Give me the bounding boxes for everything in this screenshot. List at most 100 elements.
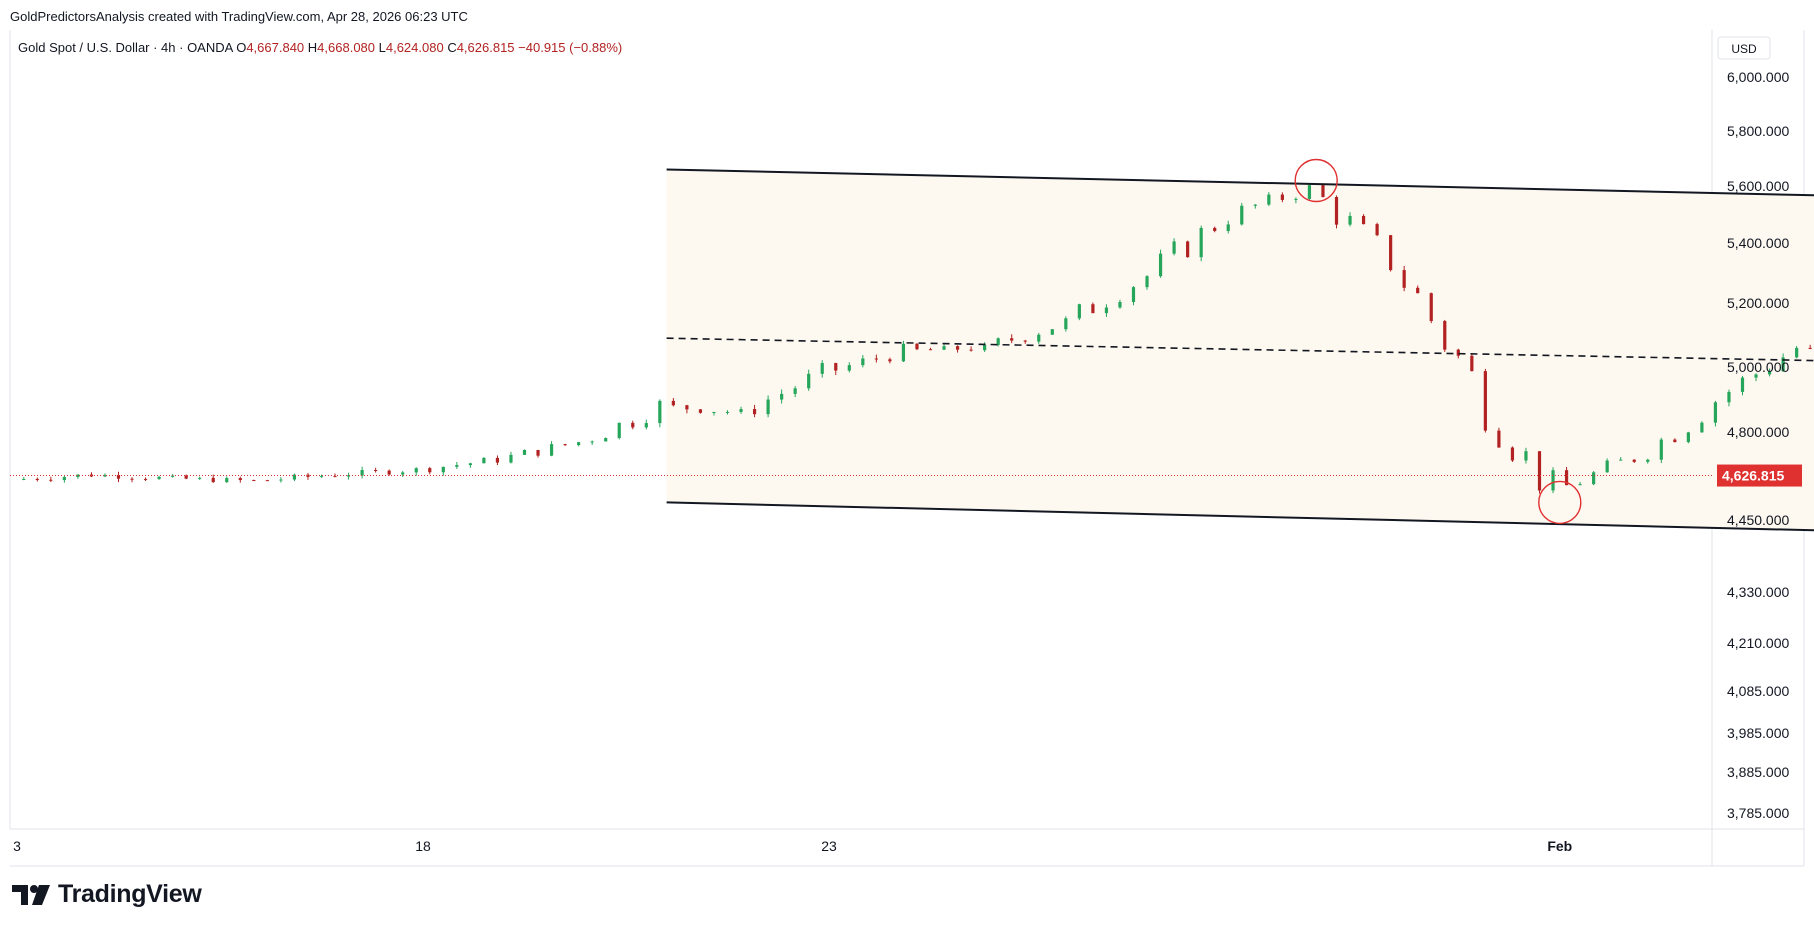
- candle-body: [752, 409, 757, 415]
- currency-label: USD: [1731, 42, 1757, 56]
- candle-body: [184, 475, 188, 479]
- candle-body: [1456, 349, 1460, 356]
- candle-body: [455, 465, 459, 467]
- candle-body: [1010, 338, 1014, 341]
- candle-body: [888, 359, 892, 362]
- candle-body: [319, 476, 324, 478]
- candle-body: [536, 449, 540, 456]
- candle-body: [279, 479, 283, 481]
- candle-body: [1619, 459, 1623, 461]
- candle-body: [928, 349, 933, 351]
- candle-body: [1686, 432, 1690, 443]
- candle-body: [360, 470, 364, 476]
- tradingview-logo-icon: [12, 884, 52, 906]
- candle-body: [387, 470, 391, 475]
- candle-body: [1118, 302, 1122, 308]
- y-tick-label: 5,800.000: [1727, 123, 1789, 139]
- candle-body: [1050, 329, 1054, 335]
- candle-body: [1321, 185, 1325, 198]
- candle-body: [1510, 447, 1515, 461]
- candle-body: [143, 478, 148, 480]
- swing-point-circle: [1294, 158, 1338, 203]
- candle-body: [1037, 334, 1041, 342]
- candle-body: [1470, 355, 1474, 372]
- candle-body: [698, 409, 703, 413]
- candle-body: [265, 480, 269, 482]
- candle-body: [428, 468, 432, 473]
- candle-body: [549, 444, 554, 456]
- price-chart[interactable]: $4,850Descending Channel6,000.0005,800.0…: [0, 0, 1814, 872]
- candle-body: [374, 470, 378, 472]
- candle-body: [1497, 430, 1501, 448]
- candle-body: [563, 444, 567, 446]
- brand: TradingView: [12, 880, 202, 909]
- candle-body: [171, 475, 175, 477]
- last-price-tag: [1717, 464, 1802, 487]
- candle-body: [739, 409, 743, 412]
- candle-body: [1064, 318, 1068, 330]
- candle-body: [1104, 307, 1109, 314]
- candle-body: [983, 344, 987, 351]
- candle-body: [1673, 439, 1677, 443]
- candle-body: [874, 358, 878, 360]
- candle-body: [1131, 287, 1136, 303]
- candle-body: [1713, 402, 1718, 423]
- candle-body: [577, 442, 581, 446]
- candle-body: [1727, 391, 1731, 403]
- candle-body: [1199, 227, 1203, 258]
- candle-body: [1348, 215, 1352, 225]
- candle-body: [1186, 241, 1190, 258]
- candle-body: [1389, 235, 1393, 271]
- candle-body: [495, 457, 500, 463]
- candle-body: [1551, 470, 1555, 491]
- ohlc-legend: Gold Spot / U.S. Dollar · 4h · OANDA O4,…: [18, 40, 622, 55]
- chart-attribution: GoldPredictorsAnalysis created with Trad…: [10, 9, 468, 24]
- candle-body: [644, 423, 648, 428]
- candle-body: [847, 365, 851, 371]
- candle-body: [969, 349, 973, 351]
- y-tick-label: 4,800.000: [1727, 424, 1789, 440]
- candle-body: [1240, 205, 1244, 225]
- candle-body: [631, 422, 635, 428]
- candle-body: [116, 475, 121, 479]
- candle-body: [1564, 470, 1569, 486]
- candle-body: [1361, 215, 1366, 225]
- candle-body: [1213, 227, 1217, 231]
- candle-body: [901, 343, 906, 362]
- swing-point-circle: [1538, 480, 1582, 525]
- y-tick-label: 6,000.000: [1727, 69, 1789, 85]
- channel-lower-line[interactable]: [666, 501, 1814, 705]
- candle-body: [35, 478, 39, 480]
- candle-body: [1429, 293, 1433, 322]
- candle-body: [211, 477, 215, 483]
- candle-body: [401, 472, 405, 475]
- candle-body: [62, 477, 66, 481]
- candle-body: [590, 441, 594, 443]
- candle-body: [1537, 451, 1542, 491]
- currency-button[interactable]: [1717, 36, 1771, 60]
- candle-body: [1172, 241, 1176, 254]
- candle-body: [1077, 304, 1081, 319]
- candle-body: [1592, 472, 1596, 485]
- y-tick-label: 5,200.000: [1727, 295, 1789, 311]
- y-tick-label: 4,085.000: [1727, 683, 1789, 699]
- candle-body: [1334, 197, 1339, 225]
- candle-body: [1605, 460, 1609, 473]
- candle-body: [996, 338, 1000, 345]
- candle-body: [522, 449, 527, 455]
- y-tick-label: 5,400.000: [1727, 235, 1789, 251]
- x-tick-label: 18: [415, 838, 431, 854]
- candle-body: [766, 399, 770, 415]
- candle-body: [1226, 224, 1230, 231]
- candle-body: [157, 476, 161, 480]
- candle-body: [725, 411, 730, 413]
- candle-body: [76, 474, 80, 478]
- candle-body: [1253, 204, 1257, 206]
- candle-body: [49, 479, 53, 481]
- y-tick-label: 3,985.000: [1727, 725, 1789, 741]
- y-tick-label: 4,450.000: [1727, 512, 1789, 528]
- candle-body: [942, 346, 946, 350]
- candle-body: [915, 343, 919, 350]
- candle-body: [225, 478, 229, 483]
- y-tick-label: 4,330.000: [1727, 584, 1789, 600]
